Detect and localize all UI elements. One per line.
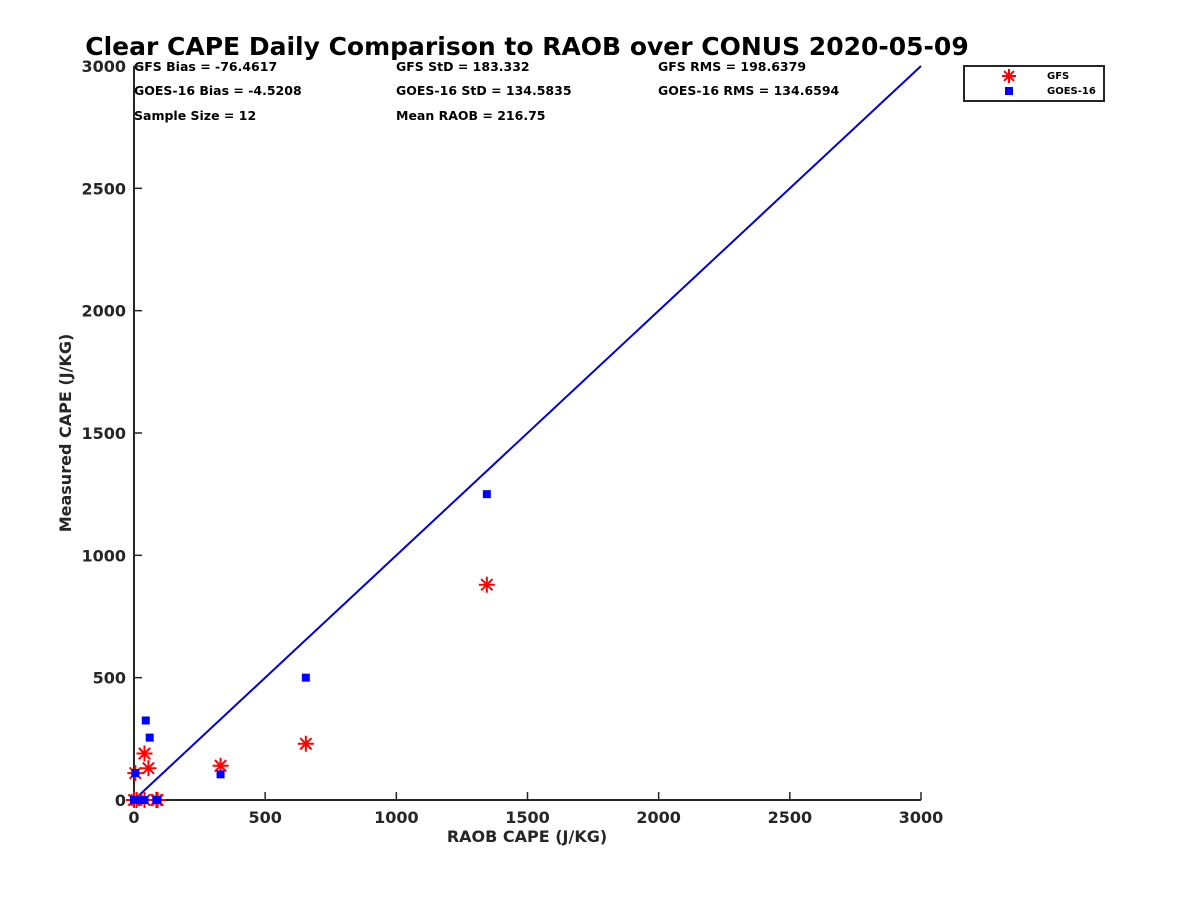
stat-r0-c0: GFS Bias = -76.4617 (134, 59, 277, 74)
x-tick-label-4: 2000 (636, 808, 681, 827)
y-tick-label-2: 1000 (81, 546, 126, 565)
legend-marker-0 (1002, 69, 1016, 83)
x-tick-label-3: 1500 (505, 808, 550, 827)
data-marks (126, 490, 495, 808)
point-0-5 (140, 760, 157, 777)
legend-box (963, 65, 1105, 102)
legend-label-0: GFS (1047, 71, 1069, 82)
y-axis-label: Measured CAPE (J/KG) (56, 334, 75, 533)
x-tick-label-1: 500 (248, 808, 281, 827)
y-tick-label-3: 1500 (81, 424, 126, 443)
point-1-8 (216, 770, 225, 779)
legend: GFS GOES-16 (963, 65, 1105, 102)
stat-r0-c1: GFS StD = 183.332 (396, 59, 530, 74)
point-1-5 (145, 733, 154, 742)
point-1-2 (132, 796, 141, 804)
x-tick-label-5: 2500 (768, 808, 813, 827)
stat-r1-c1: GOES-16 StD = 134.5835 (396, 83, 572, 98)
reference-line-group (133, 65, 922, 801)
chart-title: Clear CAPE Daily Comparison to RAOB over… (85, 32, 968, 61)
series-gfs (126, 576, 495, 808)
stat-r1-c0: GOES-16 Bias = -4.5208 (134, 83, 302, 98)
y-tick-label-4: 2000 (81, 302, 126, 321)
y-tick-label-0: 0 (115, 791, 126, 810)
stat-r2-c0: Sample Size = 12 (134, 108, 256, 123)
series-goes-16 (130, 490, 491, 804)
x-tick-label-6: 3000 (899, 808, 944, 827)
point-0-10 (478, 576, 495, 593)
x-tick-label-2: 1000 (374, 808, 419, 827)
point-1-9 (301, 673, 310, 682)
y-tick-label-5: 2500 (81, 179, 126, 198)
x-tick-label-0: 0 (128, 808, 139, 827)
point-1-4 (141, 716, 150, 725)
stat-r1-c2: GOES-16 RMS = 134.6594 (658, 83, 840, 98)
reference-line (133, 65, 922, 801)
axes: 0 500 1000 1500 2000 2500 3000 0 500 1000 1500 2000… (81, 57, 943, 827)
legend-marker-1 (1005, 87, 1013, 95)
stat-r2-c1: Mean RAOB = 216.75 (396, 108, 545, 123)
stats-block: GFS Bias = -76.4617 GFS StD = 183.332 GFS … (134, 59, 840, 123)
point-1-1 (131, 769, 140, 778)
point-0-9 (297, 735, 314, 752)
point-1-3 (140, 796, 149, 804)
x-axis-label: RAOB CAPE (J/KG) (447, 827, 607, 846)
y-tick-label-1: 500 (93, 669, 126, 688)
point-1-10 (482, 490, 491, 499)
point-1-7 (153, 796, 162, 804)
point-0-4 (136, 745, 153, 762)
legend-label-1: GOES-16 (1047, 86, 1096, 97)
y-tick-label-6: 3000 (81, 57, 126, 76)
stat-r0-c2: GFS RMS = 198.6379 (658, 59, 806, 74)
